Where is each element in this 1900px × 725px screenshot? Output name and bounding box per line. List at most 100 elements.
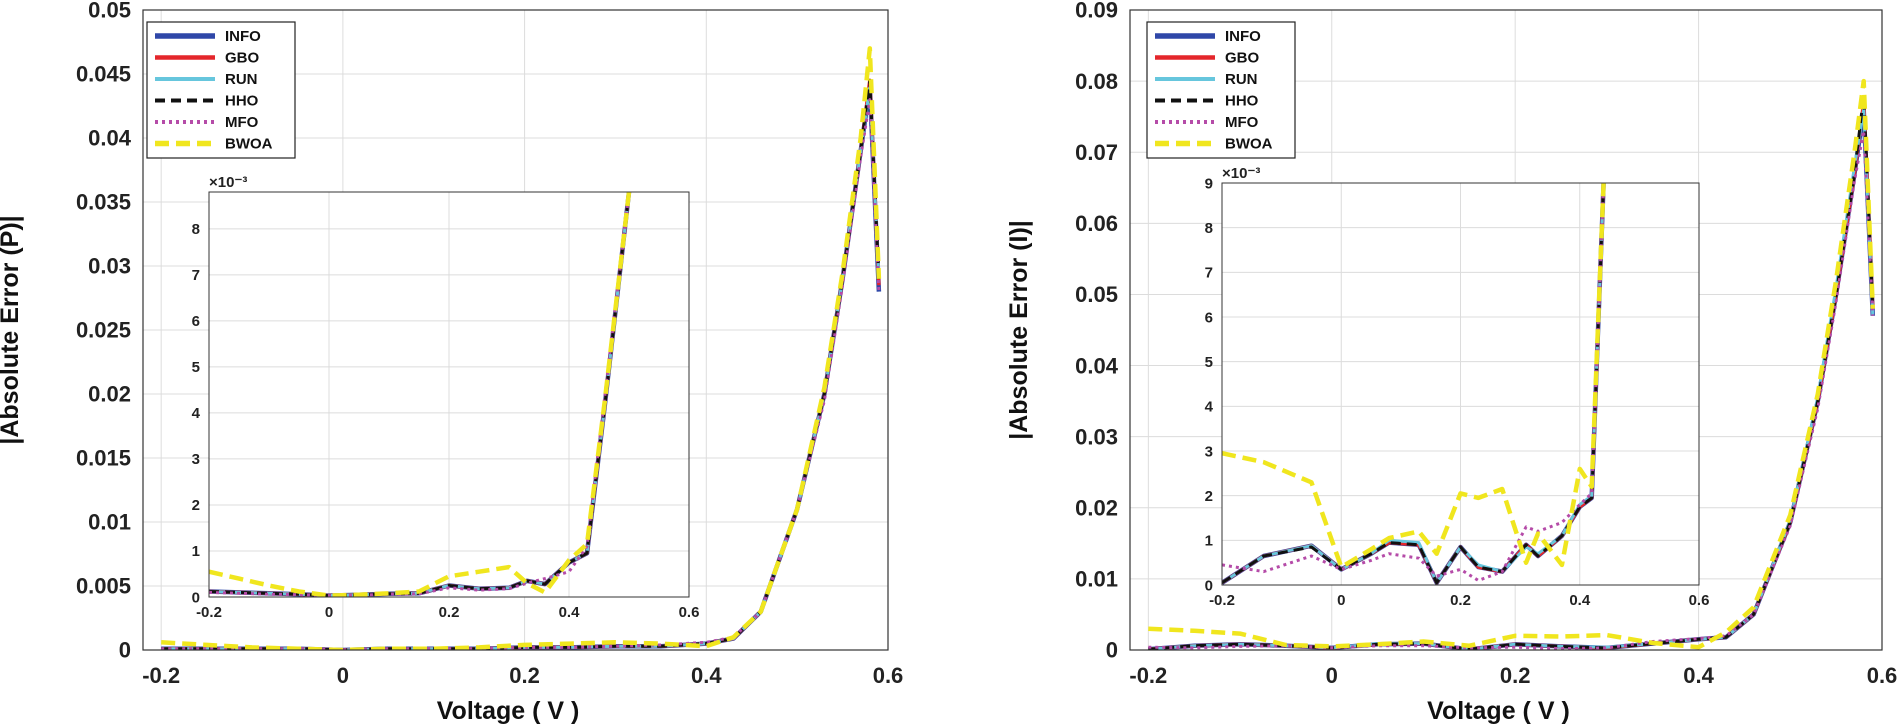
chart2-legend-label-gbo: GBO — [1225, 50, 1260, 67]
chart1-legend-box — [146, 21, 296, 159]
chart2-legend-box — [1146, 21, 1296, 159]
chart1-inset-ytick-label: 2 — [192, 497, 200, 514]
chart1-inset-ytick-label: 3 — [192, 451, 200, 468]
chart1-inset-xtick-label: 0.2 — [439, 604, 460, 621]
chart2-xlabel: Voltage ( V ) — [1427, 697, 1570, 725]
chart1-legend-label-gbo: GBO — [225, 50, 260, 67]
chart2-inset-ytick-label: 5 — [1205, 354, 1213, 371]
chart2-ytick-label: 0.04 — [1075, 353, 1119, 378]
chart1-legend: INFO GBO RUN HHO MFO BWOA — [146, 21, 296, 159]
chart2-inset-xtick-label: 0 — [1337, 592, 1345, 609]
chart2-legend-label-info: INFO — [1225, 28, 1261, 45]
chart2-ytick-label: 0 — [1106, 638, 1118, 663]
chart2-ytick-label: 0.08 — [1075, 69, 1118, 94]
chart1-inset-ytick-label: 6 — [192, 313, 200, 330]
chart1-ytick-label: 0.035 — [76, 190, 131, 215]
chart2-inset-ytick-label: 6 — [1205, 309, 1213, 326]
chart1-ytick-label: 0.01 — [88, 510, 131, 535]
chart2-ytick-label: 0.05 — [1075, 282, 1118, 307]
chart1-ytick-label: 0.02 — [88, 382, 131, 407]
chart1-inset-xtick-label: 0.4 — [559, 604, 581, 621]
chart2-inset-ytick-label: 2 — [1205, 488, 1213, 505]
chart2-legend-label-mfo: MFO — [1225, 114, 1259, 131]
chart2-plot-frame — [1129, 9, 1883, 651]
chart1-series-bwoa — [161, 46, 882, 650]
chart1-xtick-label: 0.2 — [509, 663, 540, 688]
chart2-inset-series-mfo — [1222, 183, 1606, 582]
chart2-inset-ytick-label: 9 — [1205, 175, 1213, 192]
chart2-ytick-label: 0.02 — [1075, 495, 1118, 520]
chart1-ytick-label: 0.025 — [76, 318, 131, 343]
chart2-inset-ytick-label: 1 — [1205, 533, 1213, 550]
chart1-ytick-label: 0.015 — [76, 446, 131, 471]
chart1-inset-series-mfo — [209, 192, 631, 597]
chart2-inset-ytick-label: 8 — [1205, 220, 1213, 237]
chart1-xtick-label: 0 — [337, 663, 349, 688]
chart2-inset-xtick-label: 0.4 — [1569, 592, 1591, 609]
chart2-legend-label-run: RUN — [1225, 71, 1258, 88]
chart2-legend-label-bwoa: BWOA — [1225, 136, 1273, 153]
chart1-legend-label-info: INFO — [225, 28, 261, 45]
chart2-ylabel: |Absolute Error (I)| — [1005, 220, 1033, 440]
chart2-series-bwoa — [1148, 78, 1876, 650]
chart1-inset-ytick-label: 8 — [192, 221, 200, 238]
chart2-legend-label-hho: HHO — [1225, 93, 1259, 110]
chart2-ytick-label: 0.07 — [1075, 140, 1118, 165]
chart1-ytick-label: 0.005 — [76, 574, 131, 599]
chart1-inset-ytick-label: 1 — [192, 543, 200, 560]
chart2-inset-xtick-label: 0.6 — [1689, 592, 1710, 609]
chart1-inset-ytick-label: 7 — [192, 267, 200, 284]
chart1-legend-label-hho: HHO — [225, 93, 259, 110]
chart1-xlabel: Voltage ( V ) — [437, 697, 580, 725]
chart2-xtick-label: 0.4 — [1683, 663, 1714, 688]
chart2-inset-ytick-label: 4 — [1205, 399, 1214, 416]
chart2-xtick-label: 0.6 — [1867, 663, 1898, 688]
chart2-inset-xtick-label: 0.2 — [1450, 592, 1471, 609]
chart1-inset-series-bwoa — [209, 192, 632, 597]
chart2-legend: INFO GBO RUN HHO MFO BWOA — [1146, 21, 1296, 159]
chart2-inset-ytick-label: 7 — [1205, 265, 1213, 282]
chart1-inset-ytick-label: 0 — [192, 589, 200, 606]
chart2-inset-ytick-label: 0 — [1205, 577, 1213, 594]
chart2-inset-frame — [1221, 182, 1700, 586]
chart1-ytick-label: 0.045 — [76, 62, 131, 87]
chart2-ytick-label: 0.03 — [1075, 424, 1118, 449]
chart1-legend-label-mfo: MFO — [225, 114, 259, 131]
chart2-inset-ytick-label: 3 — [1205, 443, 1213, 460]
chart1-xtick-label: 0.6 — [873, 663, 904, 688]
chart1-ytick-label: 0.03 — [88, 254, 131, 279]
chart2-ytick-label: 0.01 — [1075, 567, 1118, 592]
chart1-series-group — [161, 46, 882, 650]
chart2-ytick-label: 0.06 — [1075, 211, 1118, 236]
chart1-ytick-label: 0.05 — [88, 0, 131, 23]
chart1-ylabel: |Absolute Error (P)| — [0, 215, 24, 444]
chart1-inset-ytick-label: 5 — [192, 359, 200, 376]
chart2-inset-exponent: ×10⁻³ — [1222, 165, 1260, 182]
chart1-legend-label-run: RUN — [225, 71, 258, 88]
chart2-xtick-label: -0.2 — [1129, 663, 1167, 688]
chart1-ytick-label: 0.04 — [88, 126, 132, 151]
chart1-inset-xtick-label: 0.6 — [679, 604, 700, 621]
chart1-plot-frame — [142, 9, 889, 651]
chart2-inset-series-bwoa — [1222, 183, 1606, 570]
chart1-ytick-label: 0 — [119, 638, 131, 663]
chart1-inset-frame — [208, 191, 690, 598]
chart1-xtick-label: 0.4 — [691, 663, 722, 688]
chart1-inset-series-hho — [209, 192, 631, 597]
chart2-xtick-label: 0 — [1326, 663, 1338, 688]
chart2-inset-xtick-label: -0.2 — [1209, 592, 1235, 609]
chart1-inset-exponent: ×10⁻³ — [209, 174, 247, 191]
chart1-xtick-label: -0.2 — [142, 663, 180, 688]
chart1-inset-series-group — [209, 192, 632, 597]
chart1-inset-xtick-label: -0.2 — [196, 604, 222, 621]
chart2-xtick-label: 0.2 — [1500, 663, 1531, 688]
chart1-legend-label-bwoa: BWOA — [225, 136, 273, 153]
chart1-inset-ytick-label: 4 — [192, 405, 201, 422]
chart2-ytick-label: 0.09 — [1075, 0, 1118, 23]
chart1-inset-xtick-label: 0 — [325, 604, 333, 621]
chart2-series-group — [1148, 78, 1876, 650]
chart2-inset-series-group — [1222, 183, 1606, 585]
